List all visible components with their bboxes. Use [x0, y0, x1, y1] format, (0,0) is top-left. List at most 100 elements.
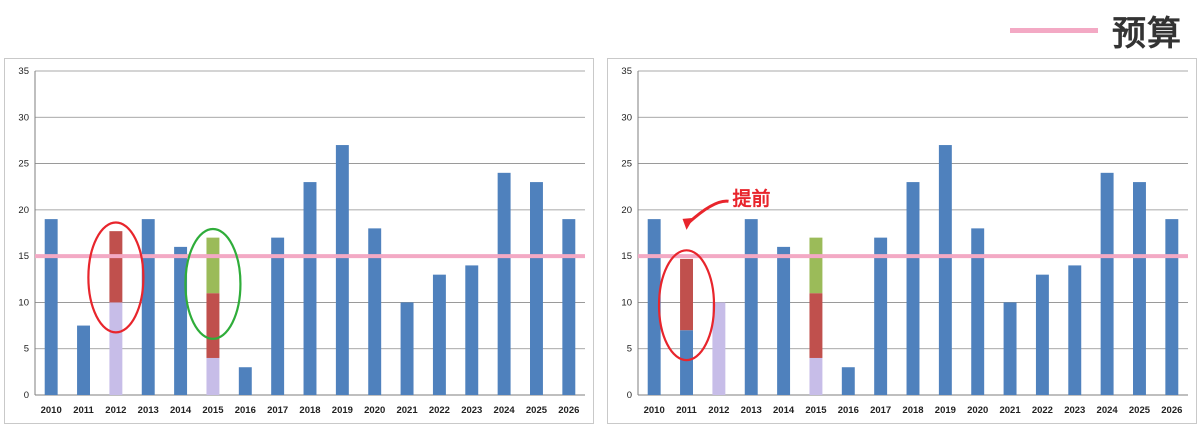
annotation-label: 提前	[733, 187, 771, 210]
y-tick-label: 5	[627, 344, 632, 355]
x-tick-label: 2012	[708, 405, 729, 416]
x-tick-label: 2015	[805, 405, 827, 416]
highlight-circle-2012	[87, 221, 145, 334]
y-tick-label: 10	[18, 297, 29, 308]
bar-2015-lavender	[206, 357, 220, 395]
y-tick-label: 0	[24, 390, 29, 401]
bar-2011-base	[77, 325, 90, 395]
y-tick-label: 20	[621, 205, 632, 216]
bar-2025-base	[530, 182, 543, 395]
x-tick-label: 2026	[558, 405, 579, 416]
highlight-circle-2015	[184, 227, 242, 340]
bar-2015-green	[809, 237, 823, 294]
y-tick-label: 5	[24, 344, 29, 355]
bar-2023-base	[465, 265, 479, 395]
x-tick-label: 2016	[838, 405, 859, 416]
y-tick-label: 30	[621, 112, 632, 123]
bar-2024-base	[497, 172, 511, 395]
bar-2024-base	[1100, 172, 1114, 395]
x-tick-label: 2022	[1032, 405, 1053, 416]
x-tick-label: 2021	[999, 405, 1021, 416]
bar-2014-base	[174, 246, 188, 395]
bar-2026-base	[562, 219, 576, 395]
bar-2012-lavender	[712, 302, 726, 395]
x-tick-label: 2025	[1129, 405, 1151, 416]
x-tick-label: 2020	[364, 405, 385, 416]
x-tick-label: 2015	[202, 405, 224, 416]
y-tick-label: 15	[621, 251, 632, 262]
bar-2021-base	[400, 302, 414, 395]
x-tick-label: 2012	[105, 405, 126, 416]
y-tick-label: 30	[18, 112, 29, 123]
x-tick-label: 2022	[429, 405, 450, 416]
bar-2013-base	[141, 219, 155, 395]
bar-2022-base	[1035, 274, 1049, 395]
bar-2010-base	[44, 219, 58, 395]
x-tick-label: 2011	[73, 405, 94, 416]
bar-2021-base	[1003, 302, 1017, 395]
bar-2023-base	[1068, 265, 1082, 395]
annotation-arrowhead	[682, 217, 694, 230]
x-tick-label: 2023	[1064, 405, 1085, 416]
x-tick-label: 2014	[773, 405, 795, 416]
bar-2022-base	[432, 274, 446, 395]
bar-2020-base	[368, 228, 382, 395]
y-tick-label: 20	[18, 205, 29, 216]
x-tick-label: 2021	[396, 405, 418, 416]
bar-2016-base	[238, 367, 252, 395]
x-tick-label: 2018	[299, 405, 320, 416]
bar-2011-red	[680, 258, 693, 331]
bar-2013-base	[744, 219, 758, 395]
bar-2019-base	[335, 145, 349, 395]
bar-2015-green	[206, 237, 220, 294]
x-tick-label: 2017	[267, 405, 288, 416]
x-tick-label: 2026	[1161, 405, 1182, 416]
x-tick-label: 2024	[494, 405, 516, 416]
x-tick-label: 2025	[526, 405, 548, 416]
chart-panel-left: 0 5 10 15 20 25 30 35 2010 2011 2012 2013 2014 2015 20…	[4, 58, 594, 424]
bar-2015-lavender	[809, 357, 823, 395]
highlight-circle-2011	[657, 249, 716, 362]
budget-legend-line	[1010, 28, 1098, 33]
y-tick-label: 25	[18, 159, 29, 170]
bar-2012-lavender	[109, 302, 123, 395]
bar-2016-base	[841, 367, 855, 395]
bar-2017-base	[874, 237, 888, 395]
bar-2015-red	[206, 293, 220, 358]
y-tick-label: 0	[627, 390, 632, 401]
x-tick-label: 2019	[935, 405, 956, 416]
bar-2012-red	[109, 231, 123, 303]
y-tick-label: 10	[621, 297, 632, 308]
x-tick-label: 2013	[741, 405, 762, 416]
y-tick-label: 35	[621, 66, 632, 77]
bar-2019-base	[938, 145, 952, 395]
bar-2014-base	[777, 246, 791, 395]
x-tick-label: 2011	[676, 405, 697, 416]
bar-2020-base	[971, 228, 985, 395]
bar-2025-base	[1133, 182, 1146, 395]
legend: 预算	[1010, 6, 1182, 55]
bar-2018-base	[303, 182, 317, 395]
y-tick-label: 35	[18, 66, 29, 77]
x-tick-label: 2020	[967, 405, 988, 416]
x-tick-label: 2024	[1097, 405, 1119, 416]
x-tick-label: 2018	[902, 405, 923, 416]
x-tick-label: 2010	[644, 405, 665, 416]
x-tick-label: 2010	[41, 405, 62, 416]
x-tick-label: 2014	[170, 405, 192, 416]
x-tick-label: 2019	[332, 405, 353, 416]
bar-2018-base	[906, 182, 920, 395]
y-tick-label: 15	[18, 251, 29, 262]
chart-panel-right: 0 5 10 15 20 25 30 35 2010 2011 2012 2013 2014 2015 20…	[607, 58, 1197, 424]
bar-2010-base	[647, 219, 661, 395]
bar-2017-base	[271, 237, 285, 395]
y-tick-label: 25	[621, 159, 632, 170]
bar-2011-base	[680, 330, 693, 395]
x-tick-label: 2016	[235, 405, 256, 416]
x-tick-label: 2013	[138, 405, 159, 416]
annotation-arrow	[687, 199, 729, 224]
budget-legend-label: 预算	[1112, 14, 1182, 54]
x-tick-label: 2023	[461, 405, 482, 416]
